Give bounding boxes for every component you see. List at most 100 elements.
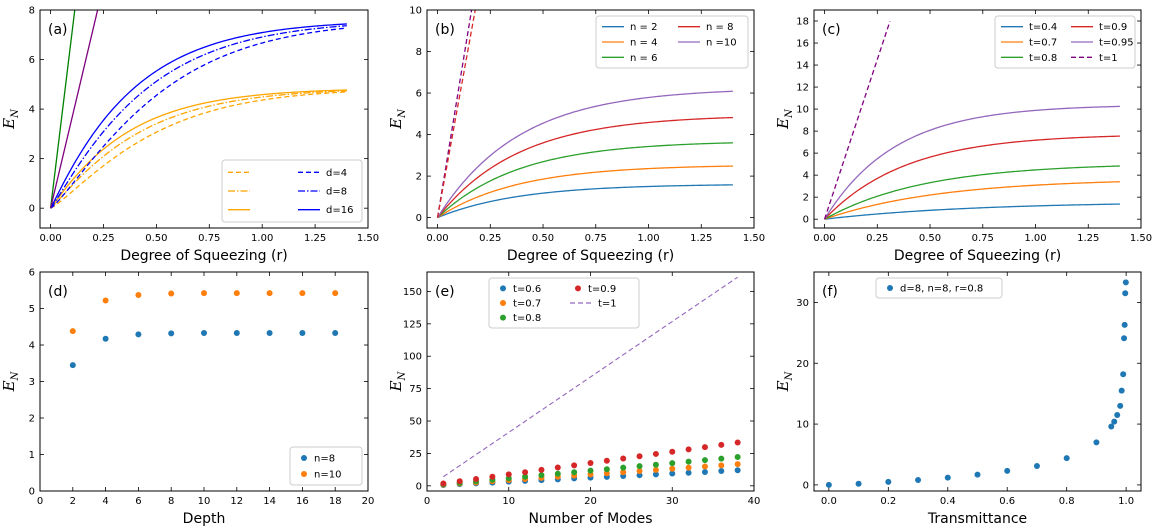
series-line-t09 <box>824 135 1120 220</box>
y-tick-label: 0 <box>803 215 809 226</box>
x-tick-label: 0.75 <box>198 233 220 244</box>
y-tick-label: 10 <box>796 105 809 116</box>
plot-area <box>825 279 1129 488</box>
x-tick-label: 1.00 <box>251 233 273 244</box>
data-point <box>1063 455 1070 462</box>
y-tick-label: 2 <box>416 172 422 183</box>
legend-label: n = 8 <box>706 22 733 33</box>
series-line-t095 <box>823 105 1120 220</box>
data-point <box>102 297 109 304</box>
x-tick-label: 1.25 <box>1077 233 1099 244</box>
legend: d=8, n=8, r=0.8 <box>875 277 1003 299</box>
data-point <box>652 450 659 457</box>
data-point <box>915 477 922 484</box>
y-axis-label: EN <box>774 370 795 392</box>
y-tick-label: 150 <box>403 287 422 298</box>
data-point <box>473 475 480 482</box>
y-tick-label: 1 <box>29 450 35 461</box>
x-tick-label: 0.75 <box>972 233 994 244</box>
x-tick-label: 16 <box>296 496 309 507</box>
y-tick-label: 25 <box>409 449 422 460</box>
data-point <box>554 470 561 477</box>
x-tick-label: 1.25 <box>690 233 712 244</box>
y-tick-label: 125 <box>403 319 422 330</box>
data-point <box>718 441 725 448</box>
data-point <box>1122 290 1129 297</box>
legend-swatch <box>301 455 307 461</box>
legend-label: t=0.8 <box>513 313 541 324</box>
panel-label: (b) <box>435 22 455 38</box>
legend: n=8 n=10 <box>289 446 363 486</box>
legend-label: d=4 <box>326 168 347 179</box>
data-point <box>718 455 725 462</box>
y-tick-label: 10 <box>409 6 422 17</box>
x-tick-label: 0.50 <box>532 233 554 244</box>
legend-label: n =10 <box>706 38 737 49</box>
series-line-n4 <box>437 165 733 219</box>
legend: d=4 d=8 d=16 <box>221 159 363 223</box>
panel-label: (c) <box>822 22 841 38</box>
data-point <box>69 328 76 335</box>
x-tick-label: 0 <box>37 496 43 507</box>
data-point <box>1004 467 1011 474</box>
legend-label: n = 2 <box>630 22 657 33</box>
y-tick-label: 0 <box>803 480 809 491</box>
series-line-n6 <box>437 142 733 219</box>
axes-frame <box>813 271 1142 492</box>
panel-f: 0.0 0.2 0.4 0.6 0.8 1.0 0 10 20 30 (f) Transmittanc… <box>774 271 1142 527</box>
plot-area <box>436 10 733 219</box>
panel-d: 0 2 4 6 8 10 12 14 16 18 200123456(d)DepthENn=8n=1… <box>0 268 374 528</box>
legend-box <box>289 446 363 486</box>
data-point <box>701 444 708 451</box>
x-tick-label: 1.00 <box>1024 233 1046 244</box>
y-tick-label: 10 <box>796 420 809 431</box>
x-axis-label: Depth <box>183 511 226 527</box>
data-point <box>201 290 207 297</box>
data-point <box>69 362 76 369</box>
panel-label: (f) <box>822 284 838 300</box>
y-tick-label: 4 <box>803 171 809 182</box>
legend-label: t=0.8 <box>1029 53 1057 64</box>
x-tick-label: 20 <box>362 496 375 507</box>
legend-label: t=0.7 <box>1029 38 1057 49</box>
data-point <box>135 291 142 298</box>
data-point <box>603 457 610 464</box>
x-tick-label: 40 <box>748 496 761 507</box>
data-point <box>538 466 545 473</box>
x-tick-label: 0.4 <box>940 496 956 507</box>
y-tick-label: 3 <box>29 377 35 388</box>
legend-box <box>488 277 640 329</box>
data-point <box>522 469 529 476</box>
x-tick-label: 2 <box>70 496 76 507</box>
legend-label: d=8, n=8, r=0.8 <box>900 284 983 295</box>
data-point <box>1114 411 1121 418</box>
data-point <box>1121 335 1128 342</box>
data-point <box>974 471 981 478</box>
x-tick-label: 4 <box>102 496 108 507</box>
y-tick-label: 0 <box>29 487 35 498</box>
y-tick-label: 8 <box>416 47 422 58</box>
data-point <box>587 460 594 467</box>
x-tick-label: 0.25 <box>479 233 501 244</box>
data-point <box>266 290 273 297</box>
data-point <box>636 463 643 470</box>
legend: t=0.6 t=0.7 t=0.8 t=0.9 t=1 <box>488 277 640 329</box>
series-line-n2 <box>437 184 733 219</box>
x-tick-label: 1.50 <box>1130 233 1152 244</box>
y-tick-label: 2 <box>29 414 35 425</box>
data-point <box>587 467 594 474</box>
x-tick-label: 0.8 <box>1059 496 1075 507</box>
series-line-2 <box>50 89 347 209</box>
data-point <box>669 470 676 477</box>
x-tick-label: 0.50 <box>145 233 167 244</box>
y-tick-label: 6 <box>29 55 35 66</box>
data-point <box>266 329 273 336</box>
y-tick-label: 5 <box>29 304 35 315</box>
data-point <box>135 331 142 338</box>
legend-label: d=8 <box>326 187 347 198</box>
x-tick-label: 1.0 <box>1118 496 1134 507</box>
legend-label: t=1 <box>598 299 617 310</box>
legend: n = 2 n = 4 n = 6 n = 8 n =10 <box>595 15 749 69</box>
x-tick-label: 0.0 <box>821 496 837 507</box>
